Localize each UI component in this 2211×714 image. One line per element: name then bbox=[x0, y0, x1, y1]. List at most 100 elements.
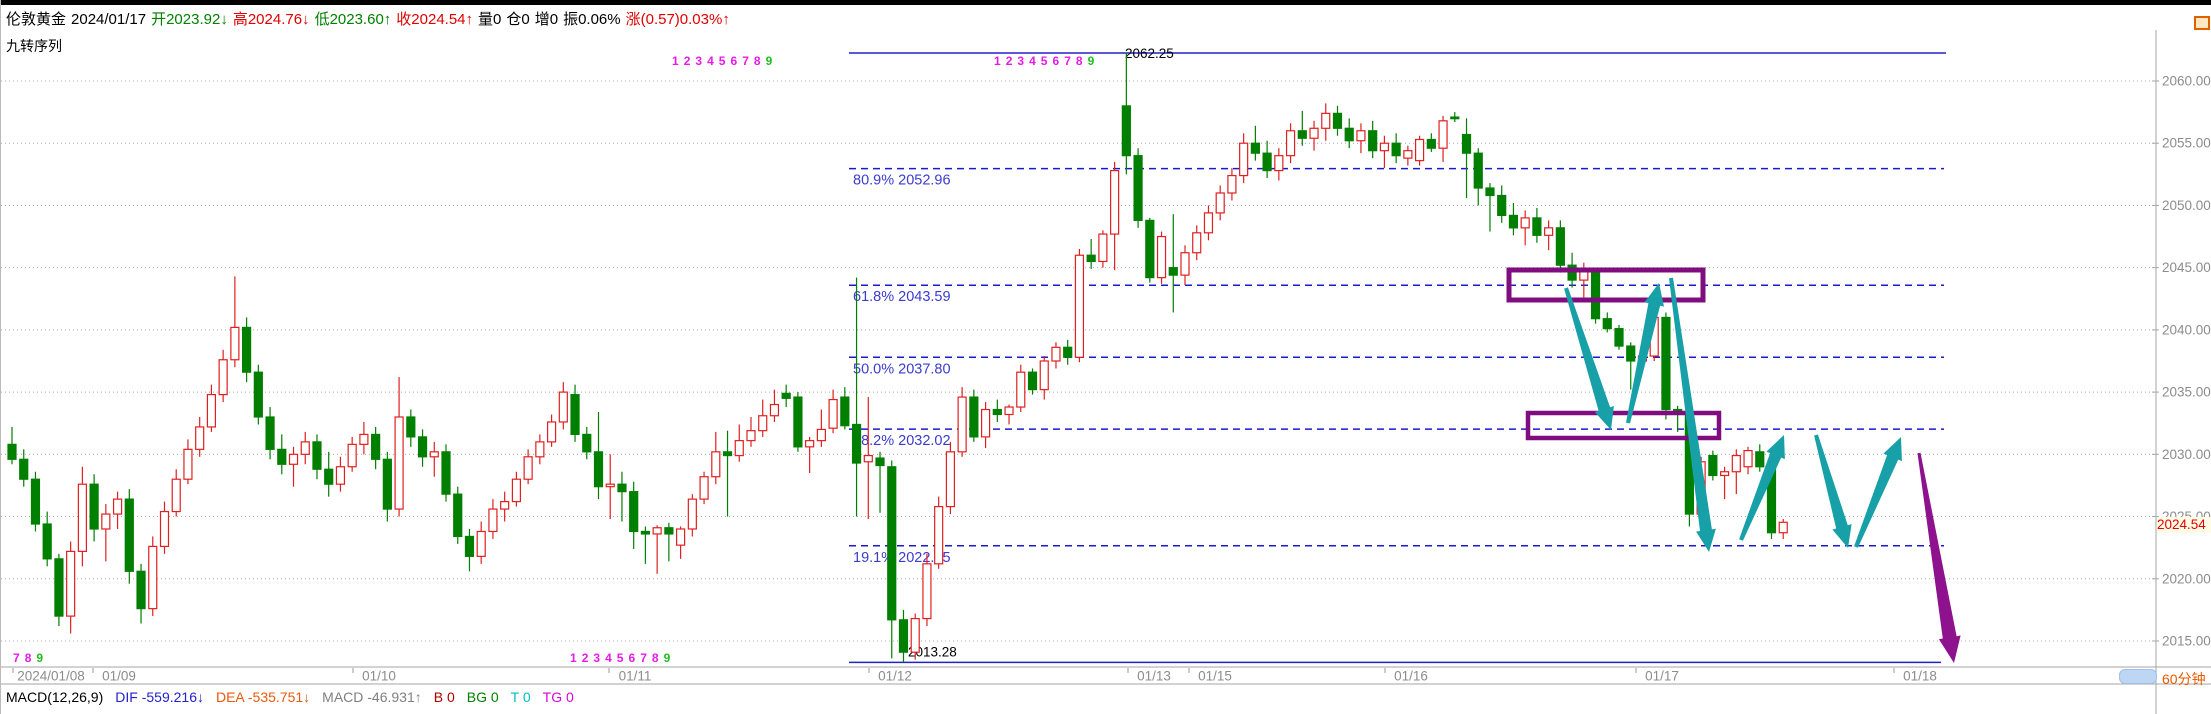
teal-arrow[interactable] bbox=[1564, 287, 1614, 430]
candle-body bbox=[1262, 152, 1272, 172]
candle-body bbox=[1027, 371, 1038, 391]
chart-text: 5 bbox=[719, 54, 726, 68]
candle-body bbox=[605, 483, 615, 488]
candle-body bbox=[793, 396, 803, 448]
teal-arrow[interactable] bbox=[1854, 437, 1902, 548]
purple-arrow[interactable] bbox=[1917, 452, 1961, 663]
chart-text: 2062.25 bbox=[1125, 46, 1174, 61]
chart-text: 01/09 bbox=[102, 669, 136, 684]
candle-body bbox=[887, 466, 897, 621]
candle-body bbox=[394, 416, 404, 510]
candle-body bbox=[1497, 194, 1507, 216]
candle-body bbox=[898, 619, 909, 653]
candle-body bbox=[1661, 316, 1671, 411]
candle-body bbox=[54, 558, 64, 617]
candle-body bbox=[945, 451, 956, 508]
candle-body bbox=[769, 403, 780, 417]
candle-body bbox=[159, 510, 170, 548]
chart-text: 61.8% 2043.59 bbox=[853, 289, 951, 305]
trend-arrows[interactable] bbox=[1564, 277, 1961, 663]
candle-body bbox=[253, 371, 263, 418]
candle-body bbox=[1156, 235, 1167, 279]
chart-text: 2 bbox=[582, 651, 589, 665]
quote-header-field: 振0.06% bbox=[563, 11, 621, 28]
candle-body bbox=[711, 451, 721, 478]
chart-text: 80.9% 2052.96 bbox=[853, 173, 951, 189]
candle-body bbox=[828, 398, 838, 429]
drawn-zone-boxes[interactable] bbox=[1506, 267, 1722, 441]
teal-arrow[interactable] bbox=[1814, 434, 1852, 549]
candle-body bbox=[652, 527, 662, 535]
chart-text: 8 bbox=[1076, 54, 1083, 68]
horizontal-scrollbar-thumb[interactable] bbox=[2119, 669, 2157, 684]
quote-header-field: 高2024.76↓ bbox=[232, 11, 310, 28]
macd-field: DEA -535.751↓ bbox=[215, 689, 311, 705]
candle-body bbox=[664, 527, 674, 535]
candle-body bbox=[746, 430, 756, 442]
teal-arrow[interactable] bbox=[1739, 435, 1785, 541]
chart-text: 1 bbox=[672, 54, 679, 68]
quote-header-field: 增0 bbox=[534, 11, 559, 28]
candle-body bbox=[629, 491, 639, 533]
chart-text: 4 bbox=[707, 54, 714, 68]
candle-body bbox=[640, 530, 651, 535]
candle-body bbox=[1778, 521, 1788, 534]
chart-text: 01/16 bbox=[1394, 669, 1428, 684]
zone-box[interactable] bbox=[1506, 267, 1706, 303]
candle-body bbox=[112, 498, 123, 515]
candle-body bbox=[1614, 328, 1624, 347]
candle-body bbox=[1110, 169, 1120, 235]
candle-body bbox=[863, 454, 873, 463]
macd-indicator-row: MACD(12,26,9) DIF -559.216↓ DEA -535.751↓ M… bbox=[6, 689, 586, 705]
candle-body bbox=[1039, 360, 1049, 391]
axis-corner-icon[interactable] bbox=[2194, 16, 2210, 30]
high-low-lines: 2062.25 2013.28 bbox=[849, 46, 1946, 664]
candle-body bbox=[77, 483, 87, 552]
quote-header: 伦敦黄金 2024/01/17 开2023.92↓ 高2024.76↓ 低2023.60… bbox=[6, 8, 735, 29]
chart-text: 9 bbox=[1088, 54, 1095, 68]
candle-body bbox=[558, 391, 568, 423]
candle-body bbox=[1743, 449, 1753, 468]
candle-body bbox=[1086, 254, 1096, 263]
teal-arrow[interactable] bbox=[1669, 277, 1716, 552]
candle-body bbox=[957, 396, 967, 453]
chart-text: 2015.00 bbox=[2162, 633, 2211, 648]
candle-body bbox=[1520, 217, 1530, 229]
candle-body bbox=[1227, 174, 1237, 194]
candle-body bbox=[1684, 411, 1694, 515]
macd-field: MACD(12,26,9) bbox=[6, 689, 104, 705]
candle-body bbox=[758, 415, 768, 432]
candle-body bbox=[1438, 120, 1448, 149]
candle-body bbox=[1602, 318, 1612, 330]
candle-body bbox=[265, 416, 275, 450]
candle-body bbox=[371, 433, 381, 460]
chart-text: 9 bbox=[664, 651, 671, 665]
candle-body bbox=[617, 483, 627, 493]
quote-header-field: 仓0 bbox=[506, 11, 530, 28]
period-label[interactable]: 60分钟 bbox=[2162, 671, 2206, 687]
candle-body bbox=[1649, 316, 1659, 357]
fib-retracement-levels: 80.9% 2052.96 61.8% 2043.59 50.0% 2037.80 3… bbox=[849, 167, 1944, 566]
candle-body bbox=[1121, 105, 1131, 157]
candle-body bbox=[1274, 155, 1284, 172]
candle-body bbox=[570, 393, 580, 436]
candle-body bbox=[980, 408, 991, 438]
chart-text: 2013.28 bbox=[908, 644, 957, 659]
candle-body bbox=[699, 476, 709, 500]
teal-arrow[interactable] bbox=[1626, 283, 1664, 424]
candle-body bbox=[922, 563, 932, 620]
candle-body bbox=[124, 498, 134, 572]
candle-body bbox=[488, 508, 498, 533]
candle-body bbox=[1555, 227, 1565, 266]
candle-body bbox=[1461, 133, 1472, 154]
candle-body bbox=[934, 505, 944, 565]
chart-text: 6 bbox=[731, 54, 738, 68]
candle-body bbox=[1473, 152, 1483, 189]
chart-text: 50.0% 2037.80 bbox=[853, 361, 951, 377]
candle-body bbox=[1579, 269, 1589, 281]
candle-body bbox=[476, 530, 486, 557]
candle-body bbox=[734, 440, 744, 457]
chart-text: 19.1% 2022.65 bbox=[853, 550, 951, 566]
zone-box[interactable] bbox=[1525, 410, 1722, 441]
candle-body bbox=[1239, 142, 1249, 177]
